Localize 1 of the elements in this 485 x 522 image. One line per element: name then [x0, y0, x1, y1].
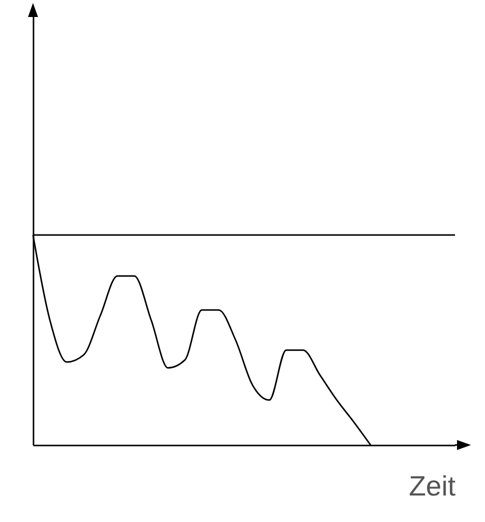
x-axis-title: Zeit	[408, 470, 456, 502]
